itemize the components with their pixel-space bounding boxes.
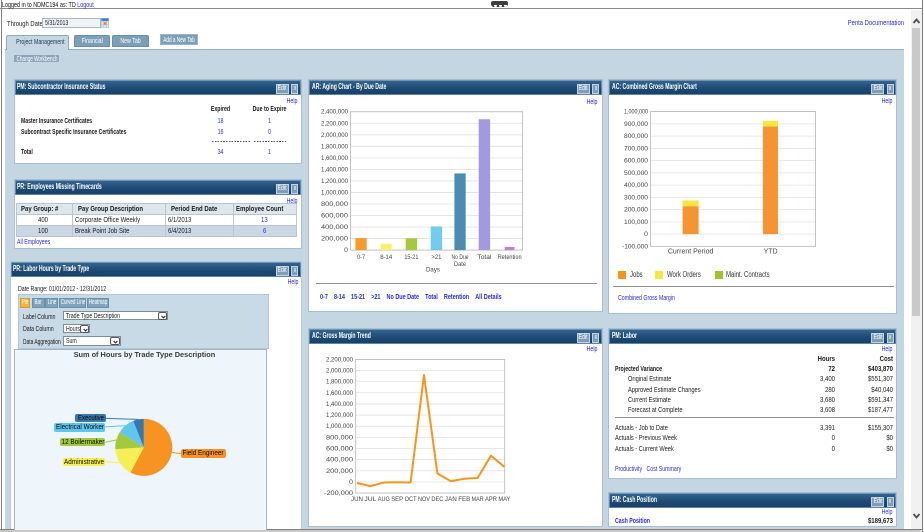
- svg-text:400,000: 400,000: [624, 182, 648, 189]
- svg-text:OCT: OCT: [405, 496, 417, 503]
- svg-text:Days: Days: [426, 267, 441, 274]
- svg-text:MAY: MAY: [499, 496, 511, 503]
- svg-text:800,000: 800,000: [321, 201, 348, 208]
- svg-text:1,400,000: 1,400,000: [326, 401, 353, 408]
- svg-text:>21: >21: [432, 254, 442, 261]
- svg-text:1,800,000: 1,800,000: [326, 379, 353, 386]
- svg-text:1,000,000: 1,000,000: [321, 190, 348, 197]
- svg-text:1,600,000: 1,600,000: [321, 155, 348, 162]
- svg-text:No Due: No Due: [452, 254, 469, 261]
- svg-text:600,000: 600,000: [624, 158, 648, 165]
- svg-text:2,200,000: 2,200,000: [321, 121, 348, 128]
- svg-text:8-14: 8-14: [380, 254, 392, 261]
- svg-text:1,400,000: 1,400,000: [321, 167, 348, 174]
- svg-text:1,200,000: 1,200,000: [326, 412, 353, 419]
- svg-text:0-7: 0-7: [357, 254, 365, 261]
- svg-text:MAR: MAR: [472, 496, 484, 503]
- svg-text:-100,000: -100,000: [622, 244, 648, 251]
- svg-text:APR: APR: [485, 496, 497, 503]
- svg-text:Date: Date: [454, 261, 466, 268]
- svg-text:200,000: 200,000: [624, 207, 648, 214]
- svg-text:500,000: 500,000: [624, 170, 648, 177]
- svg-text:JUL: JUL: [365, 496, 377, 503]
- svg-text:-200,000: -200,000: [324, 490, 353, 497]
- svg-text:SEP: SEP: [391, 496, 403, 503]
- svg-text:300,000: 300,000: [624, 195, 648, 202]
- svg-text:YTD: YTD: [764, 249, 778, 256]
- svg-text:200,000: 200,000: [321, 236, 348, 243]
- svg-text:600,000: 600,000: [326, 445, 353, 452]
- svg-text:Total: Total: [478, 254, 493, 261]
- svg-text:900,000: 900,000: [624, 121, 648, 128]
- svg-text:Retention: Retention: [498, 254, 522, 261]
- svg-text:200,000: 200,000: [326, 468, 353, 475]
- svg-text:JAN: JAN: [445, 496, 457, 503]
- svg-text:0: 0: [344, 247, 348, 254]
- svg-text:1,800,000: 1,800,000: [321, 144, 348, 151]
- svg-text:700,000: 700,000: [624, 146, 648, 153]
- svg-text:AUG: AUG: [378, 496, 390, 503]
- svg-text:400,000: 400,000: [326, 457, 353, 464]
- svg-text:1,000,000: 1,000,000: [624, 109, 648, 116]
- svg-text:100,000: 100,000: [624, 219, 648, 226]
- svg-text:2,200,000: 2,200,000: [326, 356, 353, 363]
- svg-text:DEC: DEC: [432, 496, 444, 503]
- svg-text:0: 0: [349, 479, 353, 486]
- svg-text:2,000,000: 2,000,000: [326, 368, 353, 375]
- svg-text:1,600,000: 1,600,000: [326, 390, 353, 397]
- svg-text:2,000,000: 2,000,000: [321, 132, 348, 139]
- svg-text:Current Period: Current Period: [668, 249, 714, 256]
- svg-text:400,000: 400,000: [321, 224, 348, 231]
- svg-text:15-21: 15-21: [405, 254, 419, 261]
- svg-text:JUN: JUN: [351, 496, 363, 503]
- svg-text:NOV: NOV: [418, 496, 430, 503]
- svg-text:0: 0: [645, 231, 649, 238]
- svg-text:1,200,000: 1,200,000: [321, 178, 348, 185]
- svg-text:800,000: 800,000: [326, 434, 353, 441]
- svg-text:600,000: 600,000: [321, 213, 348, 220]
- svg-text:2,400,000: 2,400,000: [321, 109, 348, 116]
- svg-text:FEB: FEB: [458, 496, 470, 503]
- svg-text:1,000,000: 1,000,000: [326, 423, 353, 430]
- svg-text:800,000: 800,000: [624, 133, 648, 140]
